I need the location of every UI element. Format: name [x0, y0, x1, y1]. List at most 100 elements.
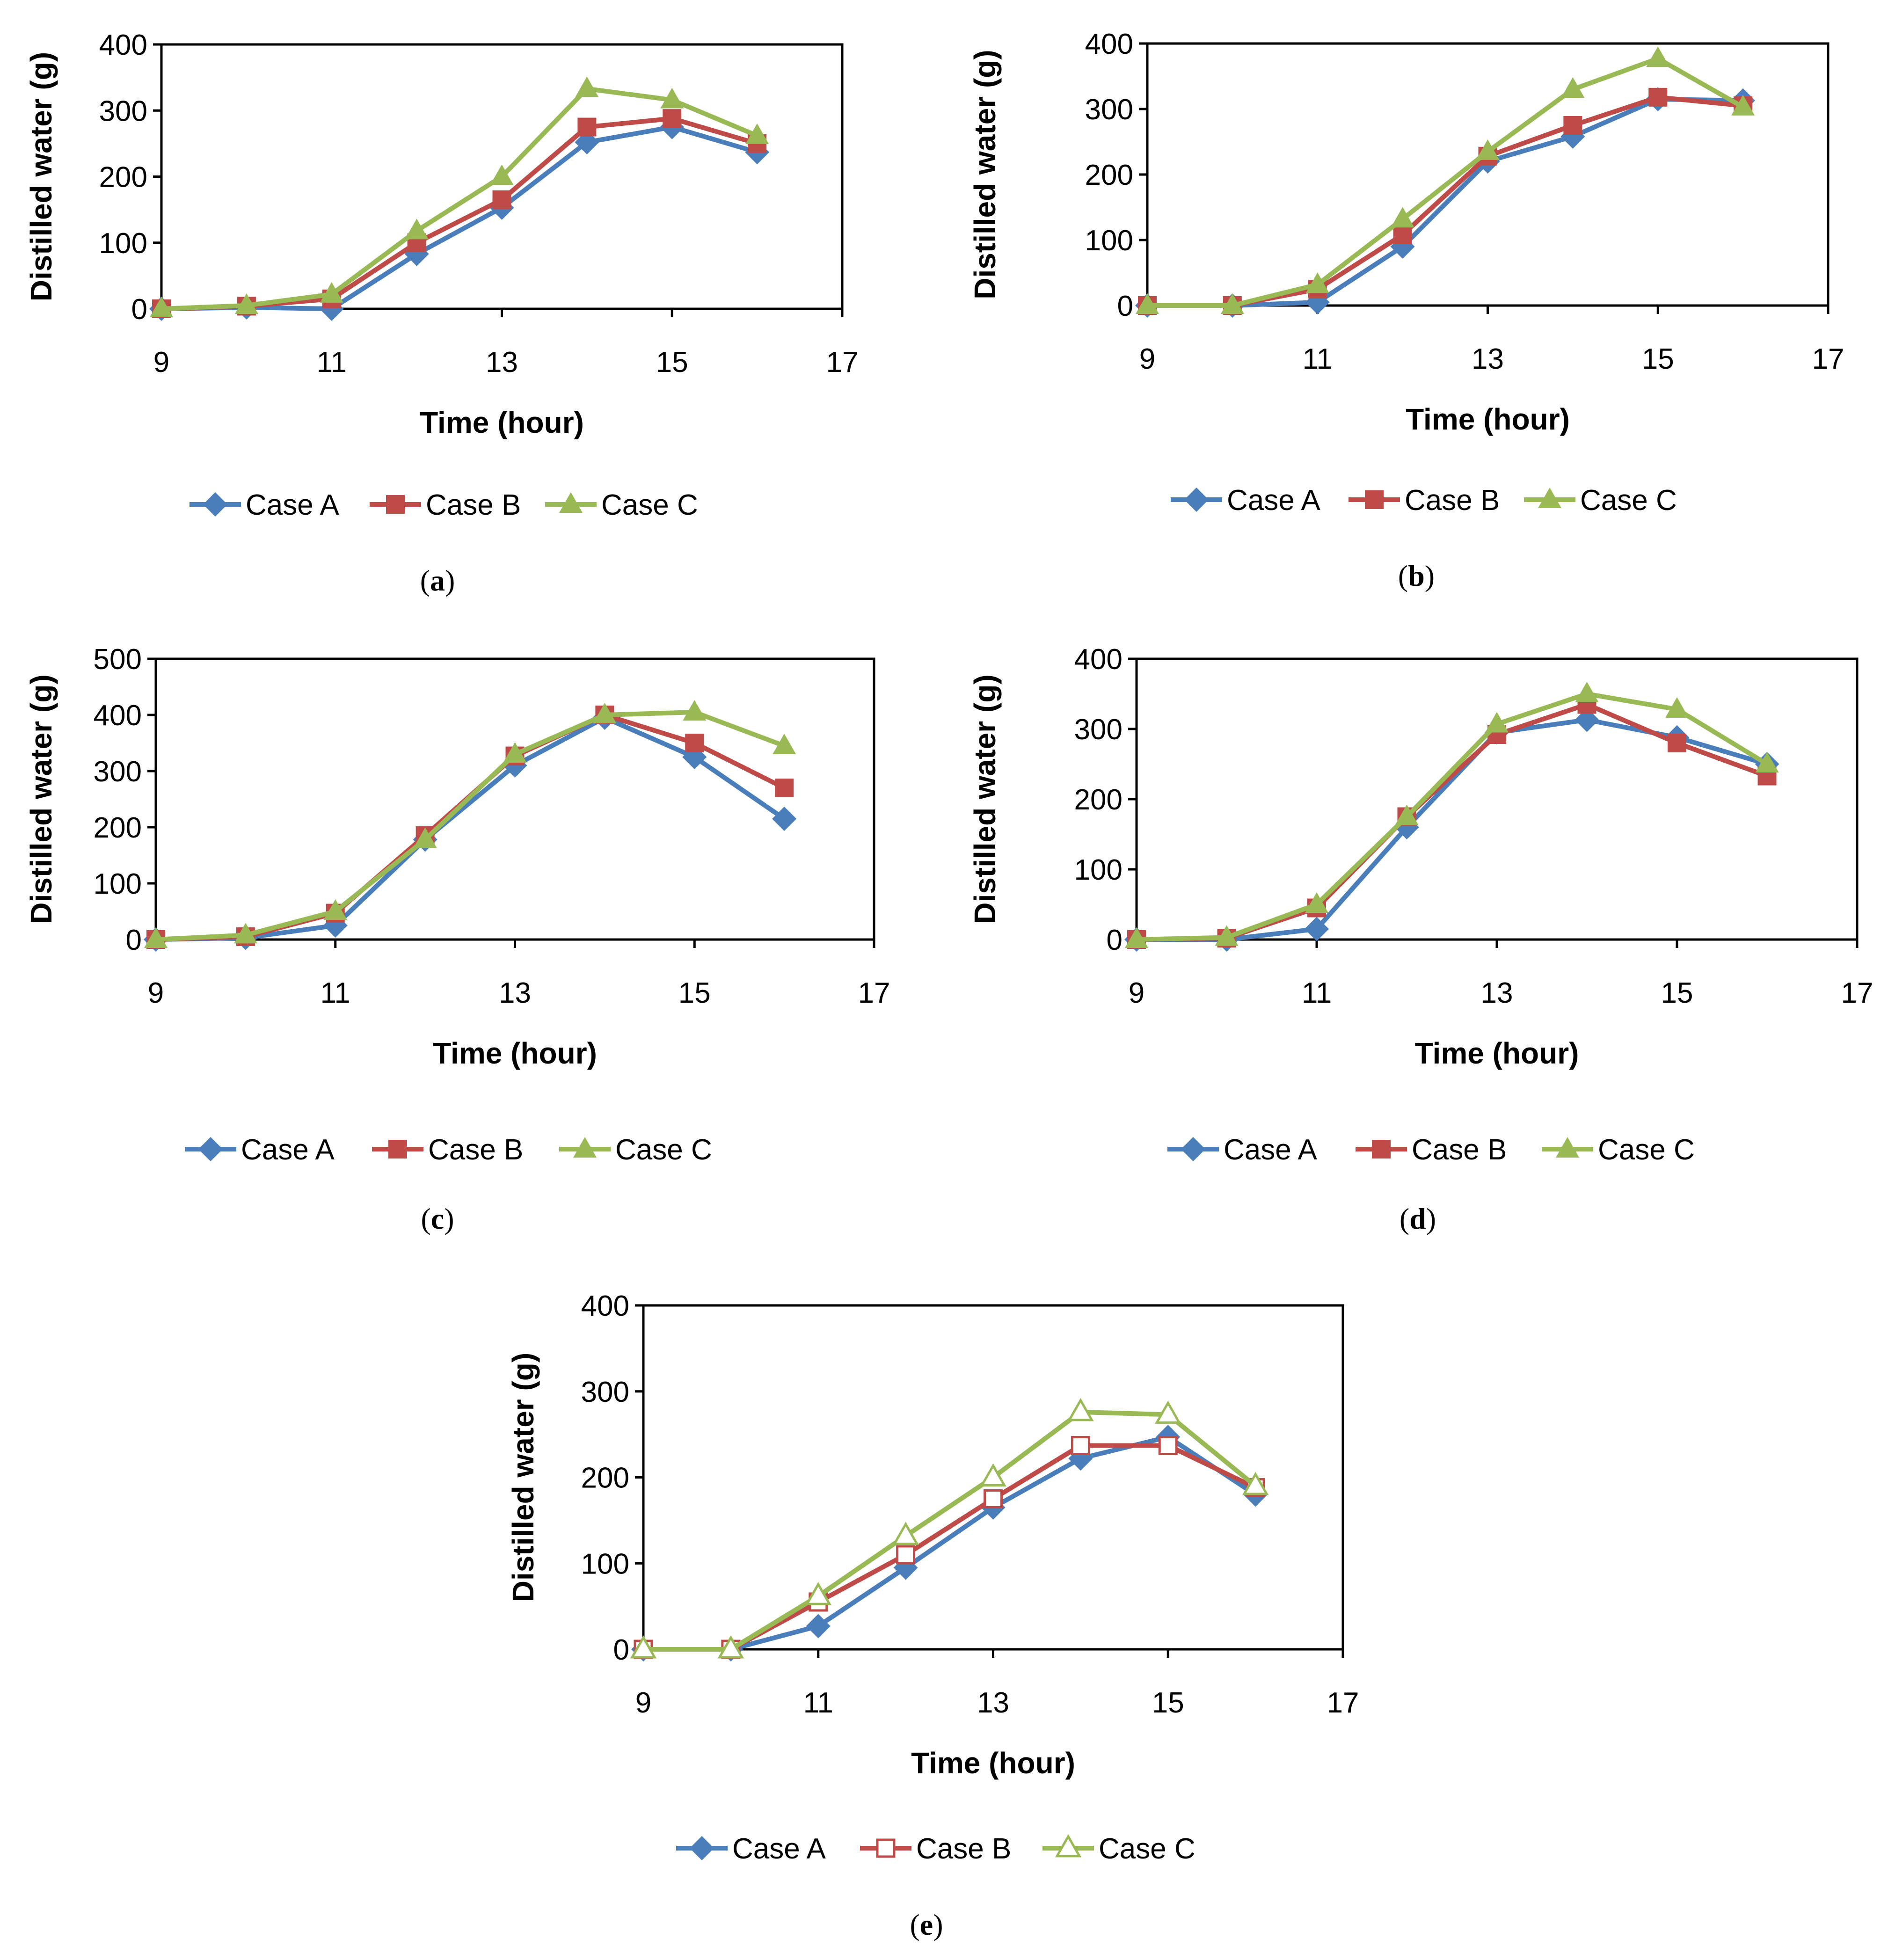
y-tick-label: 0 [126, 924, 142, 956]
data-point [1648, 87, 1668, 107]
data-point [1563, 116, 1582, 135]
x-tick-label: 17 [1841, 977, 1873, 1009]
y-tick-label: 300 [99, 95, 147, 127]
x-tick-label: 9 [148, 977, 164, 1009]
data-point [503, 742, 527, 763]
legend-swatch-marker [1556, 1137, 1579, 1158]
x-tick-label: 15 [1152, 1687, 1184, 1719]
chart-panel-d: 0 100 200 300 400 9 11 13 15 17 Time (hour) Distill… [944, 604, 1888, 1254]
data-point [1071, 1436, 1090, 1456]
y-tick-label: 100 [94, 868, 142, 900]
data-point [1158, 1436, 1178, 1456]
y-tick-label: 400 [1085, 28, 1133, 60]
data-point [772, 807, 797, 831]
legend: Case A Case B Case C [190, 489, 698, 521]
chart-svg-a: 0 100 200 300 400 9 11 13 15 17 Time (hour) Distill… [24, 29, 859, 597]
data-point [1154, 1400, 1181, 1424]
series-line [1134, 692, 1770, 942]
y-tick-label: 500 [94, 643, 142, 676]
panel-caption: (d) [1400, 1202, 1436, 1235]
panel-caption-letter: e [920, 1908, 933, 1941]
y-axis-title: Distilled water (g) [24, 674, 58, 924]
data-point [1575, 682, 1599, 702]
y-tick-label: 0 [1107, 924, 1123, 956]
y-tick-label: 400 [581, 1290, 629, 1322]
y-axis-title: Distilled water (g) [24, 52, 58, 301]
data-point [1668, 734, 1686, 752]
x-tick-label: 9 [635, 1687, 651, 1719]
chart-svg-b: 0 100 200 300 400 9 11 13 15 17 Time (hour) Distill… [968, 28, 1844, 592]
legend-swatch-marker [1372, 1140, 1391, 1159]
x-tick-label: 13 [1472, 343, 1504, 375]
legend: Case A Case B Case C [676, 1833, 1195, 1865]
chart-panel-a: 0 100 200 300 400 9 11 13 15 17 Time (hour) Distill… [0, 0, 944, 604]
y-tick-label: 200 [99, 161, 147, 194]
data-point [1561, 77, 1585, 98]
x-tick-label: 17 [1327, 1687, 1359, 1719]
series-line [153, 715, 787, 942]
data-point [1476, 139, 1500, 160]
legend-swatch-marker [203, 492, 227, 517]
series-case-c [1125, 682, 1779, 948]
data-point [492, 190, 511, 209]
series-line [159, 124, 760, 311]
data-point [1665, 697, 1689, 718]
panel-caption: (a) [420, 564, 455, 597]
x-tick-label: 17 [826, 346, 859, 379]
legend-swatch-marker [198, 1137, 223, 1161]
y-tick-label: 100 [1085, 225, 1133, 257]
x-tick-label: 9 [1129, 977, 1144, 1009]
legend-label: Case A [1224, 1134, 1318, 1166]
x-tick-label: 15 [678, 977, 711, 1009]
chart-svg-e: 0 100 200 300 400 9 11 13 15 17 Time (hour) Distill… [506, 1290, 1359, 1941]
y-tick-label: 300 [581, 1376, 629, 1408]
plot-area [1146, 42, 1830, 307]
series-line [159, 86, 760, 311]
legend: Case A Case B Case C [185, 1134, 712, 1166]
panel-caption-letter: a [430, 564, 445, 597]
data-point [980, 1463, 1006, 1486]
data-point [1305, 272, 1329, 293]
x-tick-label: 17 [858, 977, 890, 1009]
y-tick-label: 100 [1074, 854, 1123, 886]
x-tick-label: 15 [656, 346, 688, 379]
data-point [717, 1635, 744, 1659]
legend-swatch-marker [876, 1838, 896, 1858]
y-tick-label: 300 [94, 756, 142, 788]
data-point [1731, 95, 1755, 116]
data-point [984, 1489, 1003, 1508]
x-tick-label: 13 [499, 977, 531, 1009]
series-line [1145, 56, 1746, 308]
legend-label: Case B [1405, 484, 1500, 517]
data-point [1305, 892, 1328, 913]
chart-panel-b: 0 100 200 300 400 9 11 13 15 17 Time (hour) Distill… [944, 0, 1888, 604]
legend-label: Case A [732, 1833, 826, 1865]
series-case-c [1136, 46, 1755, 314]
series-case-c [150, 76, 769, 317]
data-point [413, 827, 437, 848]
legend-label: Case B [916, 1833, 1011, 1865]
x-tick-label: 13 [1481, 977, 1513, 1009]
data-point [1646, 46, 1670, 67]
panel-caption: (e) [910, 1908, 943, 1941]
data-point [1395, 804, 1419, 825]
y-tick-label: 200 [1085, 159, 1133, 191]
x-axis-title: Time (hour) [1415, 1036, 1579, 1070]
y-tick-label: 0 [1117, 290, 1133, 322]
data-point [1755, 752, 1779, 772]
legend-label: Case A [241, 1134, 335, 1166]
data-point [630, 1635, 657, 1659]
legend-label: Case B [426, 489, 521, 521]
legend-label: Case C [1099, 1833, 1195, 1865]
data-point [1215, 925, 1239, 946]
series-line [153, 710, 787, 942]
data-point [1391, 207, 1414, 228]
legend-label: Case B [428, 1134, 523, 1166]
legend-swatch-marker [1184, 488, 1209, 512]
legend-swatch-marker [386, 495, 405, 514]
legend: Case A Case B Case C [1167, 1134, 1695, 1166]
data-point [1068, 1446, 1093, 1471]
x-axis-title: Time (hour) [1406, 402, 1570, 436]
data-point [575, 76, 599, 97]
x-tick-label: 15 [1642, 343, 1674, 375]
